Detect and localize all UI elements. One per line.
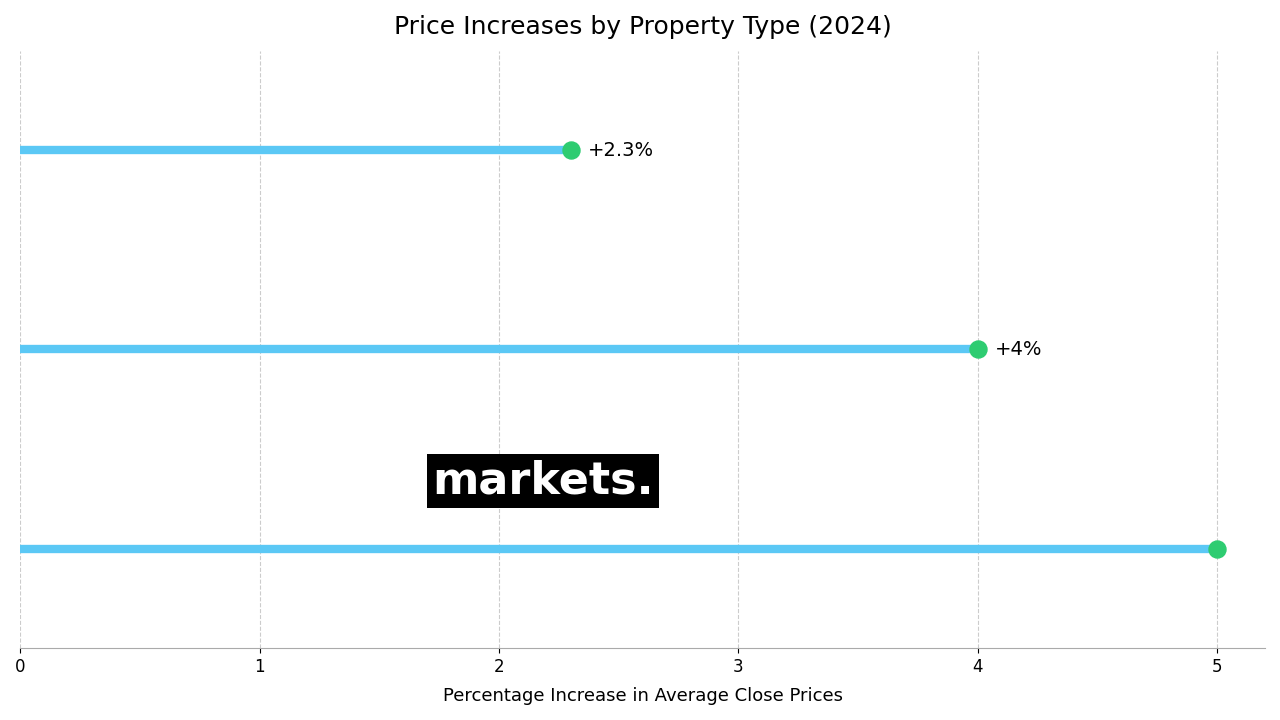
- Text: +2.3%: +2.3%: [588, 140, 654, 160]
- X-axis label: Percentage Increase in Average Close Prices: Percentage Increase in Average Close Pri…: [443, 687, 842, 705]
- Text: +4%: +4%: [995, 340, 1042, 359]
- Point: [968, 343, 988, 355]
- Text: markets.: markets.: [433, 459, 654, 503]
- Point: [561, 145, 581, 156]
- Title: Price Increases by Property Type (2024): Price Increases by Property Type (2024): [394, 15, 891, 39]
- Point: [1207, 543, 1228, 554]
